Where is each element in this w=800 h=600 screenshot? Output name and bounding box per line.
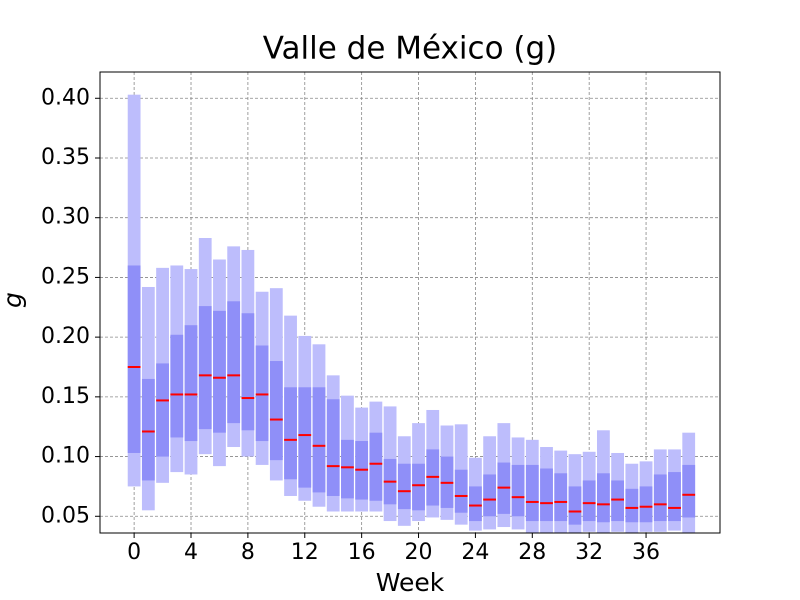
y-tick-label: 0.20 — [41, 324, 90, 349]
y-tick-label: 0.35 — [41, 145, 90, 170]
x-tick-label: 8 — [241, 540, 255, 565]
inner-range — [341, 439, 354, 499]
y-tick-label: 0.30 — [41, 205, 90, 230]
inner-range — [412, 463, 425, 511]
inner-range — [369, 432, 383, 501]
x-tick-label: 4 — [184, 540, 198, 565]
inner-range — [653, 474, 667, 522]
inner-range — [184, 325, 198, 442]
x-axis-label: Week — [376, 568, 445, 597]
inner-range — [241, 313, 255, 431]
inner-range — [127, 265, 141, 453]
y-tick-label: 0.40 — [41, 85, 90, 110]
x-tick-label: 24 — [461, 540, 489, 565]
inner-range — [269, 361, 283, 461]
inner-range — [141, 378, 155, 481]
inner-range — [639, 486, 653, 523]
y-tick-label: 0.05 — [41, 503, 90, 528]
inner-range — [611, 480, 625, 522]
plot-frame — [99, 71, 721, 534]
inner-range — [198, 306, 212, 430]
inner-range — [227, 301, 241, 424]
inner-range — [668, 472, 681, 522]
inner-range — [312, 387, 326, 493]
y-tick-label: 0.15 — [41, 384, 90, 409]
inner-range — [298, 387, 312, 488]
x-tick-label: 20 — [405, 540, 433, 565]
y-tick-label: 0.25 — [41, 264, 90, 289]
x-tick-label: 16 — [348, 540, 376, 565]
inner-range — [454, 469, 468, 513]
inner-range — [326, 399, 340, 496]
y-tick-label: 0.10 — [41, 444, 90, 469]
x-tick-label: 0 — [127, 540, 141, 565]
x-tick-label: 28 — [518, 540, 546, 565]
inner-range — [397, 463, 411, 510]
inner-range — [284, 387, 297, 480]
x-tick-label: 32 — [575, 540, 603, 565]
inner-range — [511, 464, 525, 517]
x-tick-label: 36 — [632, 540, 660, 565]
inner-range — [582, 480, 596, 522]
inner-range — [625, 488, 639, 523]
x-tick-label: 12 — [291, 540, 319, 565]
inner-range — [525, 464, 539, 522]
inner-range — [682, 464, 696, 518]
inner-range — [554, 473, 568, 522]
inner-range — [596, 473, 610, 523]
inner-range — [255, 345, 269, 442]
inner-range — [469, 486, 482, 522]
chart-title: Valle de México (g) — [263, 31, 558, 67]
inner-range — [568, 486, 582, 525]
inner-range — [213, 310, 226, 433]
inner-range — [483, 474, 497, 517]
inner-range — [540, 468, 553, 522]
inner-range — [156, 363, 169, 457]
y-axis-label: g — [0, 292, 27, 308]
inner-range — [170, 334, 184, 438]
